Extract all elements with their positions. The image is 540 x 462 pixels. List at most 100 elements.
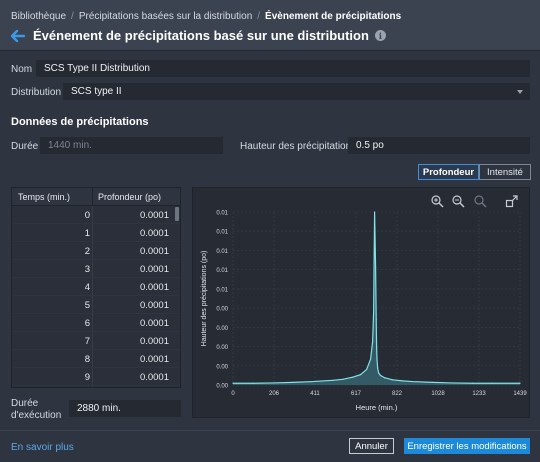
column-header-depth[interactable]: Profondeur (po): [98, 192, 162, 202]
table-row[interactable]: 4 0.0001: [12, 278, 180, 296]
page-title: Événement de précipitations basé sur une…: [33, 28, 369, 43]
data-point: [491, 382, 493, 384]
table-row[interactable]: 7 0.0001: [12, 332, 180, 350]
depth-cell[interactable]: 0.0001: [139, 246, 169, 257]
data-point: [352, 376, 354, 378]
data-point: [375, 318, 377, 320]
data-point: [377, 372, 380, 374]
y-tick-label: 0.00: [216, 364, 228, 370]
table-row[interactable]: 1 0.0001: [12, 224, 180, 242]
execution-label-line2: d'exécution: [11, 410, 62, 421]
name-input[interactable]: SCS Type II Distribution: [36, 60, 530, 77]
distribution-label: Distribution: [11, 87, 62, 98]
zoom-reset-icon[interactable]: [473, 194, 487, 208]
depth-cell[interactable]: 0.0001: [139, 228, 169, 239]
depth-input[interactable]: 0.5 po: [348, 137, 530, 154]
info-icon[interactable]: i: [374, 30, 386, 41]
depth-cell[interactable]: 0.0001: [139, 354, 169, 365]
y-tick-label: 0.00: [216, 384, 228, 390]
data-point: [366, 368, 368, 371]
time-cell[interactable]: 1: [84, 228, 90, 239]
back-arrow-icon[interactable]: [11, 29, 25, 42]
table-header: Temps (min.) Profondeur (po): [12, 188, 180, 206]
duration-label: Durée: [11, 141, 39, 152]
learn-more-link[interactable]: En savoir plus: [11, 442, 74, 453]
y-tick-label: 0.01: [216, 287, 228, 293]
table-row[interactable]: 2 0.0001: [12, 242, 180, 260]
footer: En savoir plus Annuler Enregistrer les m…: [0, 430, 540, 462]
depth-label: Hauteur des précipitations: [240, 141, 357, 152]
rainfall-line: [233, 211, 520, 384]
depth-cell[interactable]: 0.0001: [139, 372, 169, 383]
y-tick-label: 0.01: [216, 211, 228, 217]
time-cell[interactable]: 4: [84, 282, 90, 293]
table-row[interactable]: 8 0.0001: [12, 350, 180, 368]
zoom-in-icon[interactable]: [430, 194, 444, 208]
time-cell[interactable]: 8: [84, 354, 90, 365]
depth-cell[interactable]: 0.0001: [139, 282, 169, 293]
column-header-time[interactable]: Temps (min.): [18, 192, 71, 202]
data-point: [312, 380, 314, 383]
breadcrumb-distribution-rainfall[interactable]: Précipitations basées sur la distributio…: [78, 11, 253, 22]
zoom-out-icon[interactable]: [451, 194, 465, 208]
depth-cell[interactable]: 0.0001: [139, 336, 169, 347]
x-tick-label: 822: [392, 391, 403, 397]
depth-cell[interactable]: 0.0001: [139, 210, 169, 221]
name-label: Nom: [11, 64, 33, 75]
depth-toggle-button[interactable]: Profondeur: [418, 164, 479, 180]
y-tick-label: 0.01: [216, 249, 228, 255]
table-body: 0 0.0001 1 0.0001 2 0.0001 3 0.0001 4 0.0001 5 0.00…: [12, 206, 180, 386]
data-point: [360, 374, 362, 376]
data-point: [374, 211, 376, 213]
breadcrumb-separator: /: [257, 11, 261, 22]
rainfall-chart: 0.00 0.00 0.00 0.00 0.00 0.01 0.01 0.01 0.01 0.01…: [201, 211, 527, 413]
table-row[interactable]: 3 0.0001: [12, 260, 180, 278]
data-point: [342, 378, 344, 380]
breadcrumb-current: Évènement de précipitations: [265, 11, 402, 22]
page-header: Bibliothèque / Précipitations basées sur l…: [0, 0, 540, 51]
distribution-select-value: SCS type II: [71, 86, 122, 97]
data-point: [391, 379, 394, 381]
x-tick-label: 206: [269, 391, 280, 397]
depth-cell[interactable]: 0.0001: [139, 264, 169, 275]
execution-label-line1: Durée: [11, 398, 39, 409]
column-divider: [92, 206, 93, 387]
execution-duration-input[interactable]: 2880 min.: [69, 400, 181, 417]
x-tick-label: 1439: [513, 391, 527, 397]
depth-cell[interactable]: 0.0001: [139, 300, 169, 311]
depth-cell[interactable]: 0.0001: [139, 318, 169, 329]
save-button[interactable]: Enregistrer les modifications: [404, 438, 530, 454]
section-title: Données de précipitations: [11, 116, 149, 128]
cancel-button[interactable]: Annuler: [349, 438, 394, 454]
time-cell[interactable]: 6: [84, 318, 90, 329]
breadcrumb-separator: /: [71, 11, 74, 22]
breadcrumb-library[interactable]: Bibliothèque: [11, 11, 67, 22]
time-cell[interactable]: 3: [84, 264, 90, 275]
data-point: [379, 374, 382, 377]
x-tick-label: 1028: [431, 391, 445, 397]
y-tick-label: 0.01: [216, 230, 228, 236]
table-row[interactable]: 6 0.0001: [12, 314, 180, 332]
y-tick-label: 0.01: [216, 268, 228, 274]
data-point: [519, 382, 521, 384]
table-scrollbar[interactable]: [175, 207, 179, 221]
time-cell[interactable]: 0: [84, 210, 90, 221]
table-row[interactable]: 9 0.0001: [12, 368, 180, 386]
x-tick-label: 0: [231, 391, 235, 397]
data-point: [376, 367, 379, 369]
chevron-down-icon: [517, 90, 523, 94]
data-point: [375, 266, 377, 268]
table-row[interactable]: 5 0.0001: [12, 296, 180, 314]
time-cell[interactable]: 2: [84, 246, 90, 257]
intensity-toggle-button[interactable]: Intensité: [479, 164, 531, 180]
x-tick-label: 617: [351, 391, 362, 397]
expand-icon[interactable]: [505, 194, 519, 208]
table-row[interactable]: 0 0.0001: [12, 206, 180, 224]
time-cell[interactable]: 5: [84, 300, 90, 311]
data-point: [370, 358, 372, 360]
distribution-select[interactable]: SCS type II: [63, 83, 530, 100]
time-cell[interactable]: 9: [84, 372, 90, 383]
time-cell[interactable]: 7: [84, 336, 90, 347]
y-tick-label: 0.00: [216, 307, 228, 313]
data-point: [376, 358, 378, 360]
